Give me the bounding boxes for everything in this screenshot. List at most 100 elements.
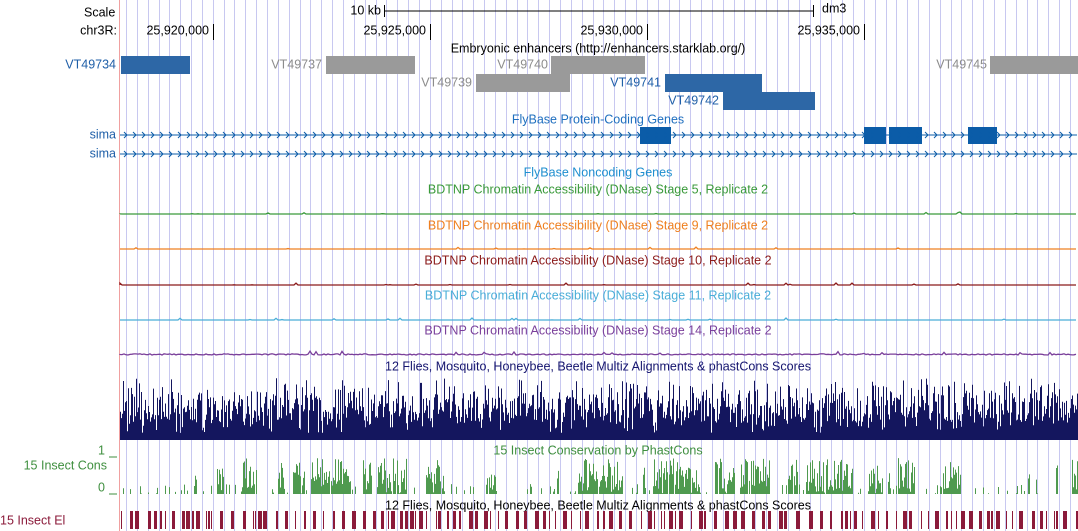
element (603, 511, 605, 529)
ruler-ticks (213, 24, 865, 40)
gene-models[interactable] (120, 127, 1077, 158)
element (484, 511, 488, 529)
signal (119, 211, 1076, 215)
gene-line (120, 131, 1077, 139)
element (762, 511, 765, 529)
element (447, 511, 449, 529)
element (405, 511, 408, 529)
element (903, 511, 907, 529)
enhancer[interactable] (723, 92, 815, 110)
chrom: chr3R: (80, 23, 117, 37)
element (498, 511, 499, 529)
axis-ticks (109, 456, 117, 495)
element (961, 511, 965, 529)
enhancer-label[interactable]: VT49742 (668, 93, 719, 107)
element (996, 511, 1000, 529)
track-title: BDTNP Chromatin Accessibility (DNase) St… (424, 323, 771, 337)
element (231, 511, 234, 529)
element (563, 511, 567, 529)
element (679, 511, 683, 529)
enhancer-label[interactable]: VT49739 (421, 75, 472, 89)
element (1006, 511, 1007, 529)
element (733, 511, 737, 529)
element (543, 511, 546, 529)
track-title: 12 Flies, Mosquito, Honeybee, Beetle Mul… (385, 359, 811, 373)
element (1056, 511, 1058, 529)
element (196, 511, 200, 529)
element (323, 511, 324, 529)
element (475, 511, 478, 529)
element (436, 511, 437, 529)
element (313, 511, 316, 529)
element (186, 511, 190, 529)
element (469, 511, 473, 529)
element (714, 511, 717, 529)
element (768, 511, 771, 529)
element (490, 511, 491, 529)
element (691, 511, 692, 529)
track-title: 15 Insect Conservation by PhastCons (493, 443, 702, 457)
element (182, 511, 185, 529)
conserved-elements (121, 511, 1078, 529)
element (220, 511, 223, 529)
element (276, 511, 278, 529)
track-title: FlyBase Protein-Coding Genes (512, 112, 684, 126)
element (921, 511, 922, 529)
element (1046, 511, 1047, 529)
gene-label[interactable]: sima (90, 127, 116, 141)
element (571, 511, 572, 529)
enhancer-label[interactable]: VT49745 (936, 57, 987, 71)
axis-min: 0 (98, 480, 105, 494)
element (619, 511, 622, 529)
element (263, 511, 267, 529)
enhancer-label[interactable]: VT49737 (271, 57, 322, 71)
enhancer-label[interactable]: VT49740 (497, 57, 548, 71)
signal (120, 317, 1076, 321)
enhancer[interactable] (990, 56, 1078, 74)
element (415, 511, 416, 529)
enhancer-label[interactable]: VT49734 (65, 57, 116, 71)
track-label[interactable]: 15 Insect El (0, 513, 65, 527)
track-title: BDTNP Chromatin Accessibility (DNase) St… (428, 182, 768, 196)
enhancer[interactable] (551, 56, 645, 74)
element (381, 511, 384, 529)
element (845, 511, 848, 529)
gene-label[interactable]: sima (90, 146, 116, 160)
element (909, 511, 912, 529)
element (410, 511, 414, 529)
element (664, 511, 665, 529)
element (979, 511, 982, 529)
element (524, 511, 527, 529)
element (935, 511, 939, 529)
scale-bar (384, 5, 814, 17)
element (258, 511, 262, 529)
element (928, 511, 929, 529)
element (987, 511, 990, 529)
track-label[interactable]: 15 Insect Cons (24, 458, 107, 472)
enhancer[interactable] (326, 56, 415, 74)
position: 25,925,000 (363, 23, 426, 37)
element (841, 511, 843, 529)
enhancer[interactable] (121, 56, 190, 74)
element (333, 511, 335, 529)
scale-label: Scale (84, 5, 115, 19)
element (135, 511, 139, 529)
element (991, 511, 993, 529)
element (850, 511, 851, 529)
element (641, 511, 642, 529)
signal (120, 246, 1076, 250)
element (969, 511, 973, 529)
element (597, 511, 599, 529)
enhancer[interactable] (665, 74, 762, 92)
element (165, 511, 166, 529)
element (580, 511, 581, 529)
element (388, 511, 389, 529)
enhancer-label[interactable]: VT49741 (610, 75, 661, 89)
element (725, 511, 729, 529)
element (192, 511, 194, 529)
phastcons-signal (123, 458, 1078, 494)
enhancer[interactable] (476, 74, 570, 92)
element (255, 511, 256, 529)
element (854, 511, 857, 529)
element (304, 511, 306, 529)
